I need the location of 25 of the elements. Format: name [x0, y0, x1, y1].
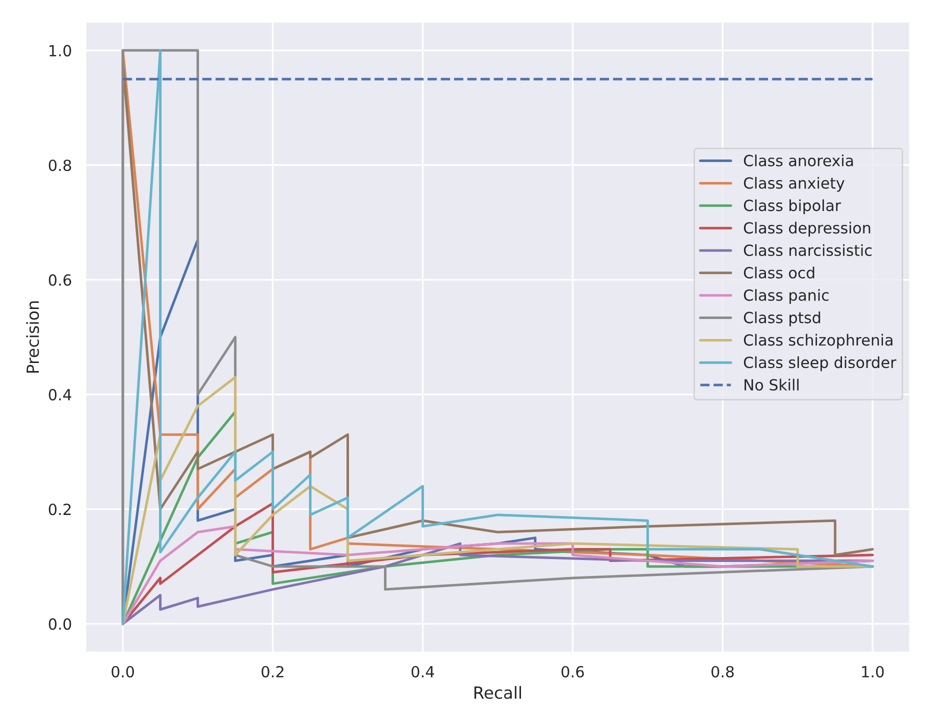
- y-tick-label: 0.6: [48, 274, 72, 286]
- x-tick-label: 0.8: [711, 666, 734, 678]
- legend-label: Class ptsd: [744, 312, 820, 326]
- x-tick-label: 0.2: [262, 666, 284, 678]
- y-tick-label: 1.0: [50, 44, 72, 56]
- legend-label: Class anorexia: [744, 154, 853, 166]
- y-tick-label: 0.0: [48, 618, 72, 630]
- y-tick-label: 0.2: [48, 504, 71, 516]
- y-axis-title: Precision: [26, 301, 40, 373]
- x-tick-label: 0.6: [562, 666, 584, 678]
- legend-label: Class narcissistic: [744, 244, 872, 256]
- legend-label: No Skill: [744, 378, 799, 391]
- x-tick-label: 0.4: [412, 666, 434, 678]
- legend-label: Class panic: [744, 289, 829, 304]
- legend-label: Class anxiety: [744, 176, 844, 192]
- legend-label: Class sleep disorder: [744, 356, 896, 372]
- y-tick-label: 0.8: [48, 160, 72, 172]
- legend-label: Class ocd: [744, 266, 814, 278]
- x-tick-label: 0.0: [112, 666, 134, 678]
- x-axis-title: Recall: [474, 686, 521, 699]
- legend-label: Class schizophrenia: [744, 334, 892, 349]
- legend-label: Class bipolar: [744, 199, 842, 214]
- x-tick-label: 1.0: [862, 666, 884, 678]
- legend-label: Class depression: [744, 222, 870, 237]
- y-tick-label: 0.4: [48, 388, 72, 400]
